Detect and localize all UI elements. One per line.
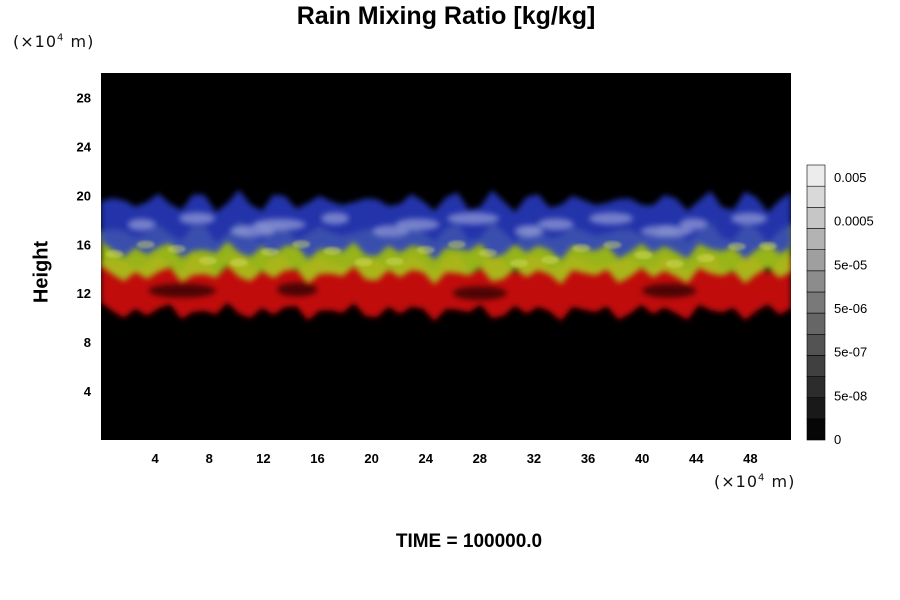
colorbar-level bbox=[806, 228, 826, 251]
rain-highlight bbox=[372, 225, 409, 238]
x-tick-label: 24 bbox=[418, 451, 433, 466]
rain-texture bbox=[696, 254, 715, 263]
y-axis-unit: (×104 m) bbox=[13, 32, 95, 51]
x-tick-label: 28 bbox=[473, 451, 487, 466]
x-tick-label: 20 bbox=[364, 451, 378, 466]
colorbar-level bbox=[806, 376, 826, 399]
rain-gap bbox=[276, 282, 318, 297]
chart-title: Rain Mixing Ratio [kg/kg] bbox=[296, 2, 596, 30]
rain-texture bbox=[323, 246, 342, 255]
rain-highlight bbox=[514, 225, 543, 238]
x-tick-label: 8 bbox=[206, 451, 213, 466]
rain-highlight bbox=[395, 218, 440, 231]
rain-highlight bbox=[127, 218, 156, 231]
rain-texture bbox=[230, 258, 248, 267]
rain-field bbox=[101, 189, 791, 322]
rain-gap bbox=[148, 283, 216, 298]
colorbar-level bbox=[806, 355, 826, 377]
y-tick-label: 4 bbox=[84, 384, 92, 399]
rain-texture bbox=[261, 247, 280, 256]
rain-highlight bbox=[253, 218, 306, 231]
x-tick-label: 40 bbox=[635, 451, 649, 466]
colorbar-label: 0.0005 bbox=[834, 214, 874, 229]
y-tick-label: 24 bbox=[77, 139, 92, 154]
x-tick-label: 32 bbox=[527, 451, 541, 466]
y-tick-label: 12 bbox=[77, 286, 91, 301]
colorbar-level bbox=[806, 291, 826, 314]
rain-highlight bbox=[731, 212, 768, 225]
rain-texture bbox=[634, 251, 653, 260]
x-tick-label: 4 bbox=[152, 451, 160, 466]
rain-texture bbox=[478, 248, 497, 257]
rain-highlight bbox=[589, 212, 634, 225]
colorbar-level bbox=[806, 164, 826, 187]
colorbar-label: 0 bbox=[834, 432, 841, 447]
colorbar-label: 5e-05 bbox=[834, 257, 867, 272]
rain-highlight bbox=[640, 225, 693, 238]
rain-highlight bbox=[321, 212, 350, 225]
colorbar-level bbox=[806, 207, 826, 229]
rain-texture bbox=[105, 250, 124, 259]
x-tick-label: 16 bbox=[310, 451, 324, 466]
colorbar-label: 5e-07 bbox=[834, 345, 867, 360]
rain-highlight bbox=[179, 212, 216, 225]
rain-texture bbox=[385, 257, 404, 266]
rain-texture bbox=[198, 256, 217, 265]
colorbar-level bbox=[806, 397, 826, 420]
colorbar-label: 5e-06 bbox=[834, 301, 867, 316]
rain-texture bbox=[292, 240, 311, 249]
rain-texture bbox=[759, 241, 777, 250]
rain-highlight bbox=[537, 218, 574, 231]
x-tick-label: 12 bbox=[256, 451, 270, 466]
rain-texture bbox=[354, 258, 373, 267]
x-axis-unit: (×104 m) bbox=[714, 472, 796, 491]
colorbar-level bbox=[806, 249, 826, 272]
y-tick-label: 8 bbox=[84, 335, 91, 350]
time-label: TIME = 100000.0 bbox=[395, 531, 543, 552]
x-tick-label: 36 bbox=[581, 451, 595, 466]
rain-texture bbox=[136, 240, 155, 249]
rain-texture bbox=[167, 245, 186, 254]
colorbar-level bbox=[806, 418, 826, 441]
rain-texture bbox=[572, 244, 591, 253]
x-tick-label: 48 bbox=[743, 451, 757, 466]
rain-texture bbox=[603, 240, 622, 249]
rain-texture bbox=[727, 242, 746, 251]
rain-highlight bbox=[679, 218, 708, 231]
y-tick-label: 28 bbox=[77, 90, 91, 105]
rain-highlight bbox=[447, 212, 500, 225]
y-tick-label: 16 bbox=[77, 237, 91, 252]
y-tick-label: 20 bbox=[77, 188, 91, 203]
colorbar-level bbox=[806, 270, 826, 293]
colorbar-label: 0.005 bbox=[834, 170, 867, 185]
rain-texture bbox=[447, 240, 466, 249]
colorbar-level bbox=[806, 185, 826, 208]
rain-gap bbox=[452, 286, 507, 301]
colorbar-label: 5e-08 bbox=[834, 388, 867, 403]
colorbar: 0.005 0.0005 5e-05 5e-06 5e-07 5e-08 0 bbox=[806, 164, 874, 447]
rain-texture bbox=[541, 255, 560, 264]
rain-texture bbox=[416, 245, 435, 254]
colorbar-level bbox=[806, 333, 826, 356]
x-tick-label: 44 bbox=[689, 451, 704, 466]
rain-texture bbox=[510, 259, 529, 268]
rain-texture bbox=[665, 259, 684, 268]
colorbar-level bbox=[806, 312, 826, 335]
rain-gap bbox=[642, 283, 697, 298]
